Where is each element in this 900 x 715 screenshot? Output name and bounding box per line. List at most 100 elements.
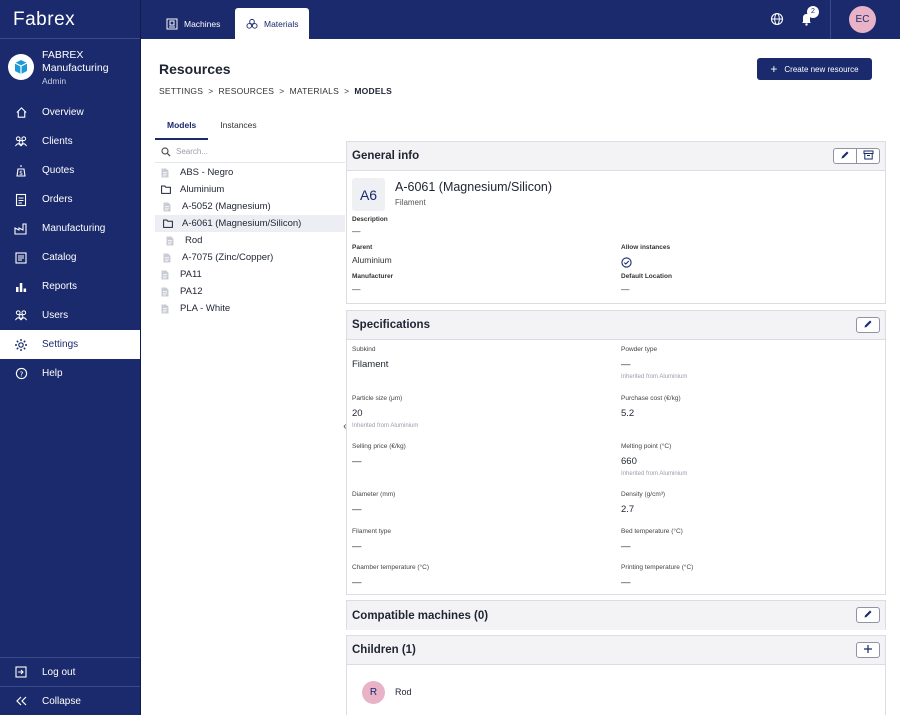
- tree-item[interactable]: PA12: [155, 283, 345, 300]
- spec-value: —: [621, 577, 631, 588]
- parent-value[interactable]: Aluminium: [352, 255, 392, 265]
- pencil-icon: [863, 319, 873, 332]
- breadcrumb-settings[interactable]: SETTINGS: [159, 86, 204, 96]
- tree-item[interactable]: Aluminium: [155, 181, 345, 198]
- parent-label: Parent: [352, 244, 373, 251]
- gear-icon: [14, 338, 28, 352]
- nav-item-quotes[interactable]: $ Quotes: [0, 156, 140, 185]
- tree-search[interactable]: Search...: [155, 141, 345, 163]
- compatible-machines-card: Compatible machines (0): [346, 600, 886, 630]
- nav-label: Settings: [42, 339, 79, 350]
- inherited-note: Inherited from Aluminium: [621, 374, 688, 380]
- add-child-button[interactable]: [856, 642, 880, 658]
- tree-item-label: PA12: [180, 286, 203, 297]
- general-info-header: General info: [347, 142, 885, 171]
- tree-item[interactable]: ABS - Negro: [155, 164, 345, 181]
- edit-compatible-machines-button[interactable]: [856, 607, 880, 623]
- tab-materials[interactable]: Materials: [235, 8, 310, 39]
- collapse-label: Collapse: [42, 695, 81, 707]
- create-resource-label: Create new resource: [784, 64, 859, 74]
- file-icon: [161, 168, 171, 178]
- card-title: Specifications: [352, 319, 430, 331]
- tab-label: Machines: [184, 18, 221, 29]
- spec-label: Bed temperature (°C): [621, 528, 683, 535]
- globe-icon[interactable]: [769, 11, 785, 27]
- tree-item[interactable]: PA11: [155, 266, 345, 283]
- create-resource-button[interactable]: + Create new resource: [757, 58, 872, 80]
- folder-icon: [163, 219, 173, 229]
- logout-button[interactable]: Log out: [0, 658, 140, 686]
- spec-value: 660: [621, 456, 637, 467]
- nav-item-reports[interactable]: Reports: [0, 272, 140, 301]
- nav-item-catalog[interactable]: Catalog: [0, 243, 140, 272]
- general-info-card: General info A6 A-6061 (Magnesium/Silico…: [346, 141, 886, 304]
- children-header: Children (1): [347, 636, 885, 665]
- subtabs: Models Instances: [155, 115, 269, 140]
- spec-label: Density (g/cm³): [621, 491, 666, 498]
- spec-label: Chamber temperature (°C): [352, 564, 430, 571]
- nav-item-clients[interactable]: Clients: [0, 127, 140, 156]
- topbar: Machines Materials: [141, 0, 900, 39]
- tree-item[interactable]: A-7075 (Zinc/Copper): [155, 249, 345, 266]
- tab-instances[interactable]: Instances: [220, 120, 257, 130]
- tree-item-label: PA11: [180, 269, 202, 280]
- help-icon: ?: [14, 367, 28, 381]
- breadcrumb-separator: >: [205, 86, 216, 96]
- spec-label: Powder type: [621, 346, 658, 353]
- edit-button[interactable]: [833, 148, 857, 164]
- user-avatar[interactable]: EC: [849, 6, 876, 33]
- nav-item-manufacturing[interactable]: Manufacturing: [0, 214, 140, 243]
- children-card: Children (1) R Rod: [346, 635, 886, 715]
- search-icon: [161, 146, 171, 157]
- org-switcher[interactable]: FABREX Manufacturing Admin: [0, 39, 140, 94]
- archive-button[interactable]: [856, 148, 880, 164]
- breadcrumb-materials[interactable]: MATERIALS: [289, 86, 339, 96]
- check-circle-icon: [621, 255, 632, 273]
- tree-item[interactable]: A-6061 (Magnesium/Silicon): [155, 215, 345, 232]
- tree-item-label: Aluminium: [180, 184, 225, 195]
- allow-instances-label: Allow instances: [621, 244, 671, 251]
- breadcrumb-resources[interactable]: RESOURCES: [218, 86, 275, 96]
- factory-icon: [14, 222, 28, 236]
- nav-label: Help: [42, 368, 63, 379]
- nav-label: Catalog: [42, 252, 77, 263]
- nav-item-help[interactable]: ? Help: [0, 359, 140, 388]
- tab-label: Materials: [264, 18, 299, 29]
- tree-item-label: A-6061 (Magnesium/Silicon): [182, 218, 302, 229]
- logout-icon: [14, 665, 28, 679]
- catalog-icon: [14, 251, 28, 265]
- tree-item[interactable]: Rod: [155, 232, 345, 249]
- spec-label: Subkind: [352, 346, 376, 353]
- description-value: —: [352, 226, 361, 236]
- nav-label: Manufacturing: [42, 223, 106, 234]
- nav-item-overview[interactable]: Overview: [0, 98, 140, 127]
- edit-specifications-button[interactable]: [856, 317, 880, 333]
- notification-badge: 2: [807, 6, 819, 18]
- topbar-divider: [830, 0, 831, 39]
- card-title: General info: [352, 150, 420, 162]
- tab-machines[interactable]: Machines: [155, 8, 231, 39]
- tree-item[interactable]: A-5052 (Magnesium): [155, 198, 345, 215]
- compatible-machines-header: Compatible machines (0): [347, 601, 885, 630]
- spec-label: Printing temperature (°C): [621, 564, 694, 571]
- tree-item-label: A-5052 (Magnesium): [182, 201, 271, 212]
- nav-item-orders[interactable]: Orders: [0, 185, 140, 214]
- spec-value: —: [621, 541, 631, 552]
- child-avatar[interactable]: R: [362, 681, 385, 704]
- breadcrumb-models: MODELS: [354, 86, 392, 96]
- spec-label: Diameter (mm): [352, 491, 396, 498]
- folder-icon: [161, 185, 171, 195]
- tree-item[interactable]: PLA - White: [155, 300, 345, 317]
- spec-label: Particle size (μm): [352, 395, 403, 402]
- search-input[interactable]: Search...: [176, 147, 209, 156]
- spec-value: —: [352, 541, 362, 552]
- child-name[interactable]: Rod: [395, 687, 412, 697]
- collapse-button[interactable]: Collapse: [0, 687, 140, 715]
- tree-item-label: Rod: [185, 235, 203, 246]
- tab-models[interactable]: Models: [155, 115, 209, 140]
- nav-item-users[interactable]: Users: [0, 301, 140, 330]
- app-logo[interactable]: Fabrex: [0, 0, 140, 39]
- spec-value: —: [352, 504, 362, 515]
- file-icon: [161, 287, 171, 297]
- nav-item-settings[interactable]: Settings: [0, 330, 140, 359]
